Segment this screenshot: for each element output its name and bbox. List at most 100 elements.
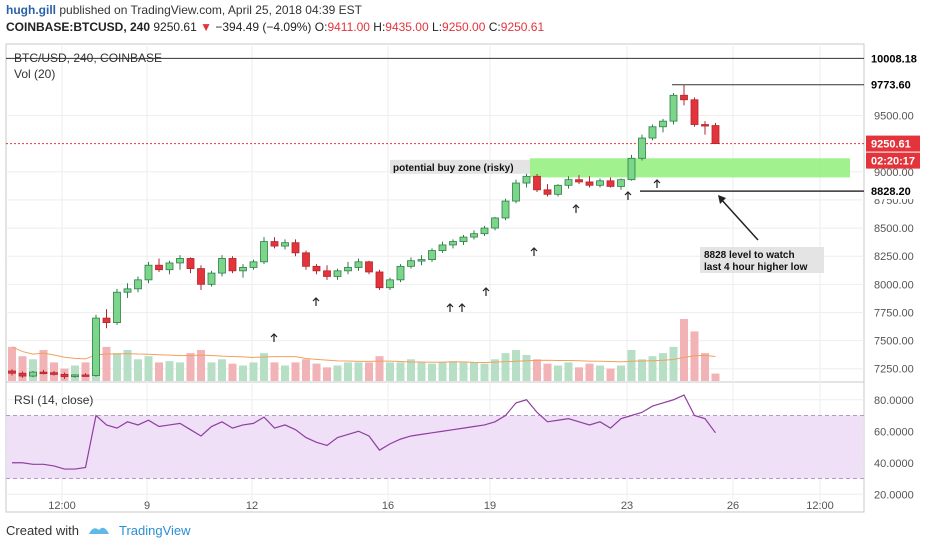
- support-badge-bg: [866, 183, 920, 200]
- resistance-badge-bg: [866, 76, 920, 93]
- high-price-badge: 10008.18: [871, 53, 917, 65]
- volume-bar: [543, 363, 552, 381]
- volume-bar: [669, 346, 678, 381]
- chart-frame: [5, 43, 865, 513]
- volume-bar: [134, 359, 142, 381]
- candle-body: [638, 137, 646, 159]
- open-label: O:: [314, 20, 328, 34]
- candle-body: [554, 184, 562, 195]
- time-tick-label: 26: [727, 500, 739, 512]
- candle-body: [239, 267, 247, 272]
- volume-bar: [207, 362, 216, 381]
- volume-legend: Vol (20): [14, 67, 55, 81]
- candle-body: [197, 268, 205, 285]
- up-arrow-icon: [624, 191, 632, 200]
- volume-bar: [218, 359, 226, 381]
- note-bg: [700, 247, 824, 273]
- candle-body: [575, 179, 583, 183]
- price-tick-label: 8500.00: [874, 223, 914, 235]
- candle-body: [260, 241, 268, 263]
- volume-bar: [228, 363, 237, 381]
- volume-bar: [197, 350, 205, 381]
- rsi-tick-label: 20.0000: [874, 489, 914, 501]
- price-tick-label: 7750.00: [874, 307, 914, 319]
- volume-bar: [501, 353, 510, 381]
- rsi-tick-label: 80.0000: [874, 395, 914, 407]
- candle-body: [564, 179, 573, 186]
- volume-bar: [186, 353, 195, 381]
- time-tick-label: 9: [144, 500, 150, 512]
- volume-bar: [312, 363, 321, 381]
- volume-bar: [522, 354, 531, 381]
- countdown-badge: 02:20:17: [871, 156, 915, 168]
- volume-bar: [428, 363, 436, 381]
- volume-bar: [281, 365, 289, 381]
- volume-bar: [407, 359, 415, 381]
- candle-body: [155, 264, 163, 271]
- symbol-label: COINBASE:BTCUSD, 240: [6, 20, 151, 34]
- publish-info: published on TradingView.com, April 25, …: [59, 3, 362, 17]
- candle-body: [459, 236, 468, 242]
- volume-bar: [249, 362, 258, 381]
- volume-bar: [449, 361, 457, 381]
- open-value: 9411.00: [327, 20, 370, 34]
- candle-body: [365, 261, 373, 273]
- candle-body: [176, 258, 184, 264]
- price-axis[interactable]: 7250.00 7500.00 7750.00 8000.00 8250.00 8500.…: [866, 50, 920, 501]
- volume-bar: [575, 367, 583, 381]
- note-arrow-line: [719, 197, 759, 241]
- high-value: 9435.00: [385, 20, 429, 34]
- candle-body: [218, 258, 226, 274]
- volume-bar: [144, 356, 153, 381]
- time-tick-label: 12:00: [48, 500, 76, 512]
- candle-body: [396, 265, 405, 281]
- publish-header: hugh.gill published on TradingView.com, …: [6, 3, 362, 17]
- up-arrow-icon: [270, 333, 278, 342]
- volume-bar: [302, 359, 310, 381]
- candle-body: [480, 227, 489, 235]
- volume-bar: [8, 346, 16, 381]
- candle-body: [386, 279, 394, 289]
- down-arrow-icon: ▼: [200, 20, 212, 34]
- volume-bar: [701, 353, 709, 381]
- volume-bar: [638, 359, 646, 381]
- volume-bar: [39, 350, 48, 381]
- candle-body: [533, 175, 541, 191]
- close-value: 9250.61: [500, 20, 545, 34]
- volume-bar: [239, 365, 247, 381]
- candle-body: [606, 180, 615, 187]
- volume-bar: [585, 363, 594, 381]
- volume-bar: [711, 373, 720, 381]
- candle-body: [407, 260, 415, 267]
- candle-body: [627, 157, 636, 181]
- candle-body: [428, 250, 436, 260]
- candle-body: [512, 182, 520, 202]
- price-change: −394.49 (−4.09%): [215, 20, 312, 34]
- candle-body: [690, 99, 699, 125]
- high-price-badge-bg: [866, 50, 920, 67]
- candle-body: [29, 371, 37, 377]
- high-label: H:: [373, 20, 386, 34]
- volume-bar: [155, 362, 163, 381]
- time-axis[interactable]: 12:00 9 12 16 19 23 26 12:00: [48, 500, 834, 512]
- candle-body: [470, 233, 478, 238]
- candle-body: [113, 291, 121, 324]
- candle-body: [207, 272, 216, 285]
- candle-body: [249, 261, 258, 268]
- volume-bar: [113, 353, 121, 381]
- candle-body: [270, 241, 279, 247]
- author-name[interactable]: hugh.gill: [6, 3, 56, 17]
- volume-ma-line: [11, 346, 716, 363]
- candle-body: [617, 179, 625, 187]
- time-tick-label: 19: [484, 500, 496, 512]
- volume-bar: [438, 362, 447, 381]
- resistance-badge: 9773.60: [871, 80, 911, 92]
- candle-body: [18, 372, 27, 377]
- tradingview-brand[interactable]: TradingView: [118, 522, 191, 538]
- last-price-badge: 9250.61: [871, 139, 911, 151]
- candle-body: [39, 371, 48, 375]
- volume-bar: [648, 356, 657, 381]
- volume-bar: [375, 356, 384, 381]
- footer: Created with TradingView: [6, 522, 191, 538]
